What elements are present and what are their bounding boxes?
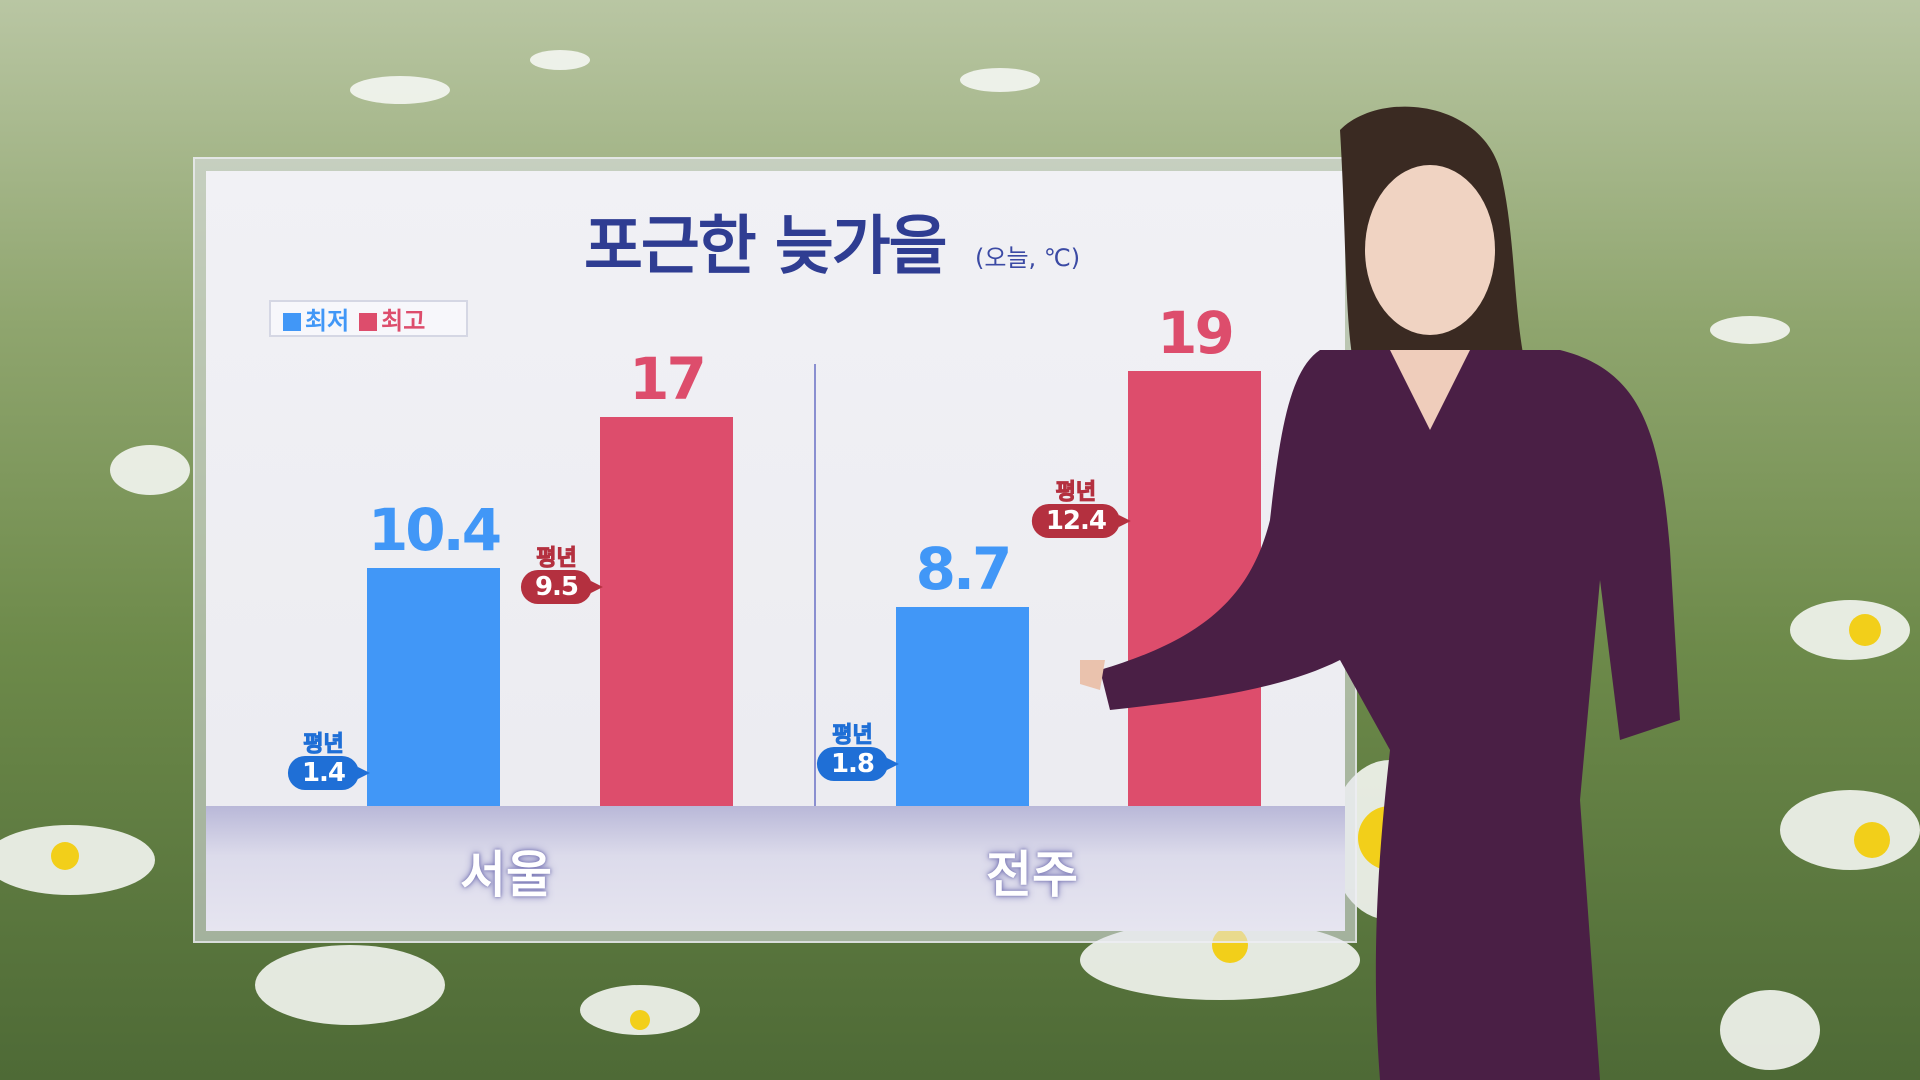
normal-marker: 평년 1.8 — [816, 722, 900, 781]
chart-title: 포근한 늦가을 — [584, 210, 948, 284]
legend-max: 최고 — [359, 301, 425, 336]
normal-marker: 평년 9.5 — [520, 546, 604, 605]
normal-value: 1.4 — [287, 755, 371, 790]
city-label: 서울 — [460, 846, 552, 904]
bar-min — [896, 606, 1029, 806]
normal-label: 평년 — [303, 731, 344, 757]
normal-value: 9.5 — [520, 570, 604, 605]
city-label-band — [206, 806, 1345, 931]
normal-value: 12.4 — [1031, 504, 1132, 539]
bar-min — [367, 567, 500, 806]
presenter — [1080, 106, 1680, 1080]
legend-min: 최저 — [283, 301, 349, 336]
bar-max — [600, 416, 733, 806]
value-label: 8.7 — [915, 534, 1013, 603]
legend-label-min: 최저 — [305, 307, 350, 335]
legend-swatch-max — [359, 313, 378, 331]
city-divider — [814, 364, 816, 806]
value-label: 19 — [1157, 298, 1235, 367]
legend: 최저 최고 — [269, 300, 468, 337]
normal-label: 평년 — [832, 722, 873, 748]
normal-label: 평년 — [1055, 480, 1097, 506]
normal-marker: 평년 12.4 — [1031, 480, 1132, 539]
value-label: 10.4 — [367, 495, 502, 564]
normal-label: 평년 — [536, 546, 577, 572]
normal-marker: 평년 1.4 — [287, 731, 371, 790]
value-label: 17 — [629, 344, 707, 413]
legend-label-max: 최고 — [381, 307, 426, 335]
chart-unit: (오늘, ℃) — [975, 244, 1081, 272]
normal-value: 1.8 — [816, 746, 900, 781]
city-label: 전주 — [986, 846, 1078, 904]
legend-swatch-min — [283, 313, 301, 331]
